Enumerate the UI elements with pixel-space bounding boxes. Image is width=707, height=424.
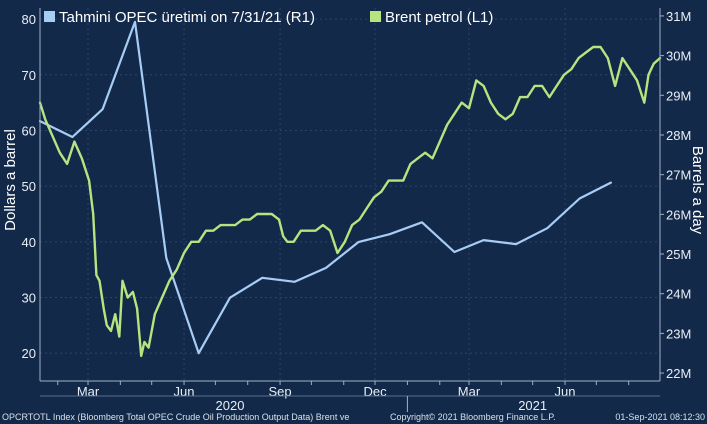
y-axis-left-title: Dollars a barrel [2,129,19,231]
footer-copyright: Copyright© 2021 Bloomberg Finance L.P. [390,412,556,422]
y-left-tick-50: 50 [22,179,36,194]
y-right-tick-26M: 26M [666,207,691,222]
y-axis-right-title: Barrels a day [689,146,706,235]
x-tick-Mar-0: Mar [77,384,100,399]
y-right-tick-27M: 27M [666,168,691,183]
y-right-tick-31M: 31M [666,9,691,24]
series-line-opec-production [38,20,613,355]
y-right-tick-23M: 23M [666,326,691,341]
x-tick-Jun-1: Jun [174,384,195,399]
x-tick-Sep-2: Sep [268,384,291,399]
y-left-tick-80: 80 [22,12,36,27]
y-right-tick-24M: 24M [666,287,691,302]
legend-swatch-brent [370,11,381,22]
y-right-tick-29M: 29M [666,88,691,103]
y-right-tick-25M: 25M [666,247,691,262]
x-year-2020: 2020 [216,398,245,413]
x-tick-Dec-3: Dec [363,384,387,399]
y-right-tick-28M: 28M [666,128,691,143]
x-year-2021: 2021 [518,398,547,413]
y-left-tick-30: 30 [22,290,36,305]
axes: 20 30 40 50 60 70 80 22M 23M 24M 25M 26M 27M 28M 29M 30… [22,8,691,413]
legend-label-brent: Brent petrol (L1) [385,9,493,26]
grid [40,8,660,381]
y-left-tick-60: 60 [22,123,36,138]
series-layer [38,20,662,358]
legend-label-opec: Tahmini OPEC üretimi on 7/31/21 (R1) [59,9,315,26]
y-right-tick-30M: 30M [666,49,691,64]
footer-source: OPCRTOTL Index (Bloomberg Total OPEC Cru… [2,412,349,422]
x-tick-Jun-5: Jun [555,384,576,399]
y-left-tick-40: 40 [22,235,36,250]
footer-timestamp: 01-Sep-2021 08:12:30 [615,412,705,422]
x-tick-Mar-4: Mar [458,384,481,399]
y-left-tick-20: 20 [22,346,36,361]
legend-swatch-opec [44,11,55,22]
series-line-brent [38,45,662,358]
y-right-tick-22M: 22M [666,366,691,381]
legend: Tahmini OPEC üretimi on 7/31/21 (R1) Bre… [44,9,493,26]
y-left-tick-70: 70 [22,68,36,83]
